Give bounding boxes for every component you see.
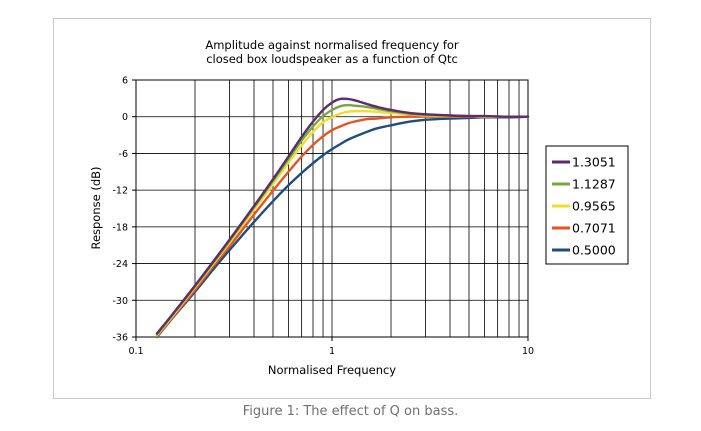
y-tick-label: -12 [112,186,128,197]
x-tick-label: 10 [522,346,534,357]
x-axis-label: Normalised Frequency [268,363,396,377]
y-tick-label: -18 [112,222,128,233]
legend-label: 0.7071 [572,221,616,236]
series-line-q-0-5000 [155,115,530,339]
legend-label: 1.3051 [572,155,616,170]
x-tick-label: 1 [329,346,335,357]
chart-title-line-2: closed box loudspeaker as a function of … [206,52,458,66]
legend-label: 0.9565 [572,199,616,214]
y-tick-label: -36 [112,333,128,344]
legend-label: 1.1287 [572,177,616,192]
y-tick-label: -24 [112,259,128,270]
axes: 6 0 -6 -12 -18 -24 -30 -360.1 1 10 [112,76,534,358]
chart: Amplitude against normalised frequency f… [89,38,629,377]
y-tick-label: -30 [112,296,128,307]
y-axis-label: Response (dB) [89,166,103,249]
y-tick-label: 6 [122,76,128,87]
chart-title-line-1: Amplitude against normalised frequency f… [205,38,459,52]
y-tick-label: -6 [119,149,128,160]
series [155,97,530,339]
y-tick-label: 0 [122,112,128,123]
series-line-q-0-9565 [155,109,530,337]
legend-label: 0.5000 [572,243,616,258]
x-tick-label: 0.1 [128,346,143,357]
legend: 1.3051 1.1287 0.9565 0.7071 0.5000 [545,145,629,265]
figure-caption: Figure 1: The effect of Q on bass. [242,404,459,419]
series-line-q-1-3051 [155,97,530,335]
